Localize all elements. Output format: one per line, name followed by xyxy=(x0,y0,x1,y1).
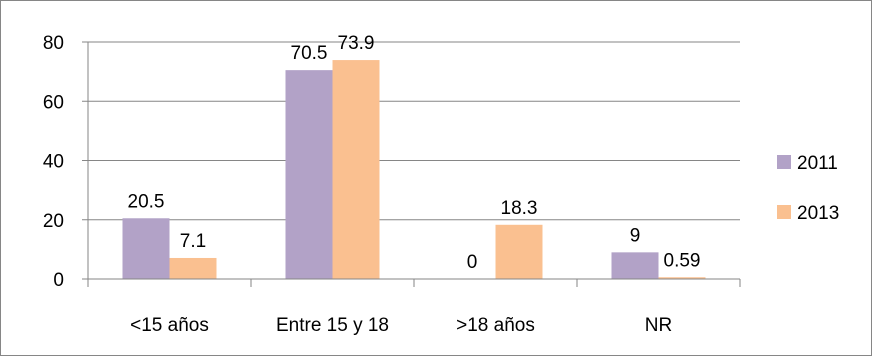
legend-label: 2013 xyxy=(797,203,839,224)
y-tick-label: 20 xyxy=(43,211,64,232)
y-tick-label: 80 xyxy=(43,33,64,54)
bar-2011 xyxy=(611,252,659,279)
y-tick-label: 0 xyxy=(53,270,64,291)
bar-2013 xyxy=(495,224,543,279)
legend-swatch-2011 xyxy=(777,155,791,169)
data-label: 18.3 xyxy=(501,198,538,219)
bars xyxy=(122,60,706,279)
x-tick-label: NR xyxy=(645,315,672,336)
data-label: 73.9 xyxy=(338,33,375,54)
bar-2013 xyxy=(332,60,380,279)
x-tick-label: Entre 15 y 18 xyxy=(276,315,389,336)
y-tick-label: 40 xyxy=(43,152,64,173)
x-axis: <15 años Entre 15 y 18 >18 años NR xyxy=(87,278,741,336)
data-label: 7.1 xyxy=(180,231,206,252)
data-label: 9 xyxy=(630,225,641,246)
y-tick-label: 60 xyxy=(43,92,64,113)
y-axis: 0 20 40 60 80 xyxy=(43,33,89,291)
legend-label: 2011 xyxy=(797,153,838,174)
x-tick-label: >18 años xyxy=(456,315,535,336)
bar-2013 xyxy=(658,277,706,279)
x-tick-label: <15 años xyxy=(130,315,209,336)
gridlines xyxy=(88,41,740,221)
data-label: 0.59 xyxy=(664,250,701,271)
legend: 2011 2013 xyxy=(777,153,839,224)
bar-2011 xyxy=(285,70,333,279)
bar-2011 xyxy=(122,218,170,279)
data-label: 70.5 xyxy=(291,43,328,64)
data-label: 0 xyxy=(467,252,478,273)
legend-swatch-2013 xyxy=(777,205,791,219)
bar-2013 xyxy=(169,257,217,279)
data-label: 20.5 xyxy=(128,191,165,212)
data-labels: 20.5 70.5 0 9 7.1 73.9 18.3 0.59 xyxy=(128,33,701,273)
